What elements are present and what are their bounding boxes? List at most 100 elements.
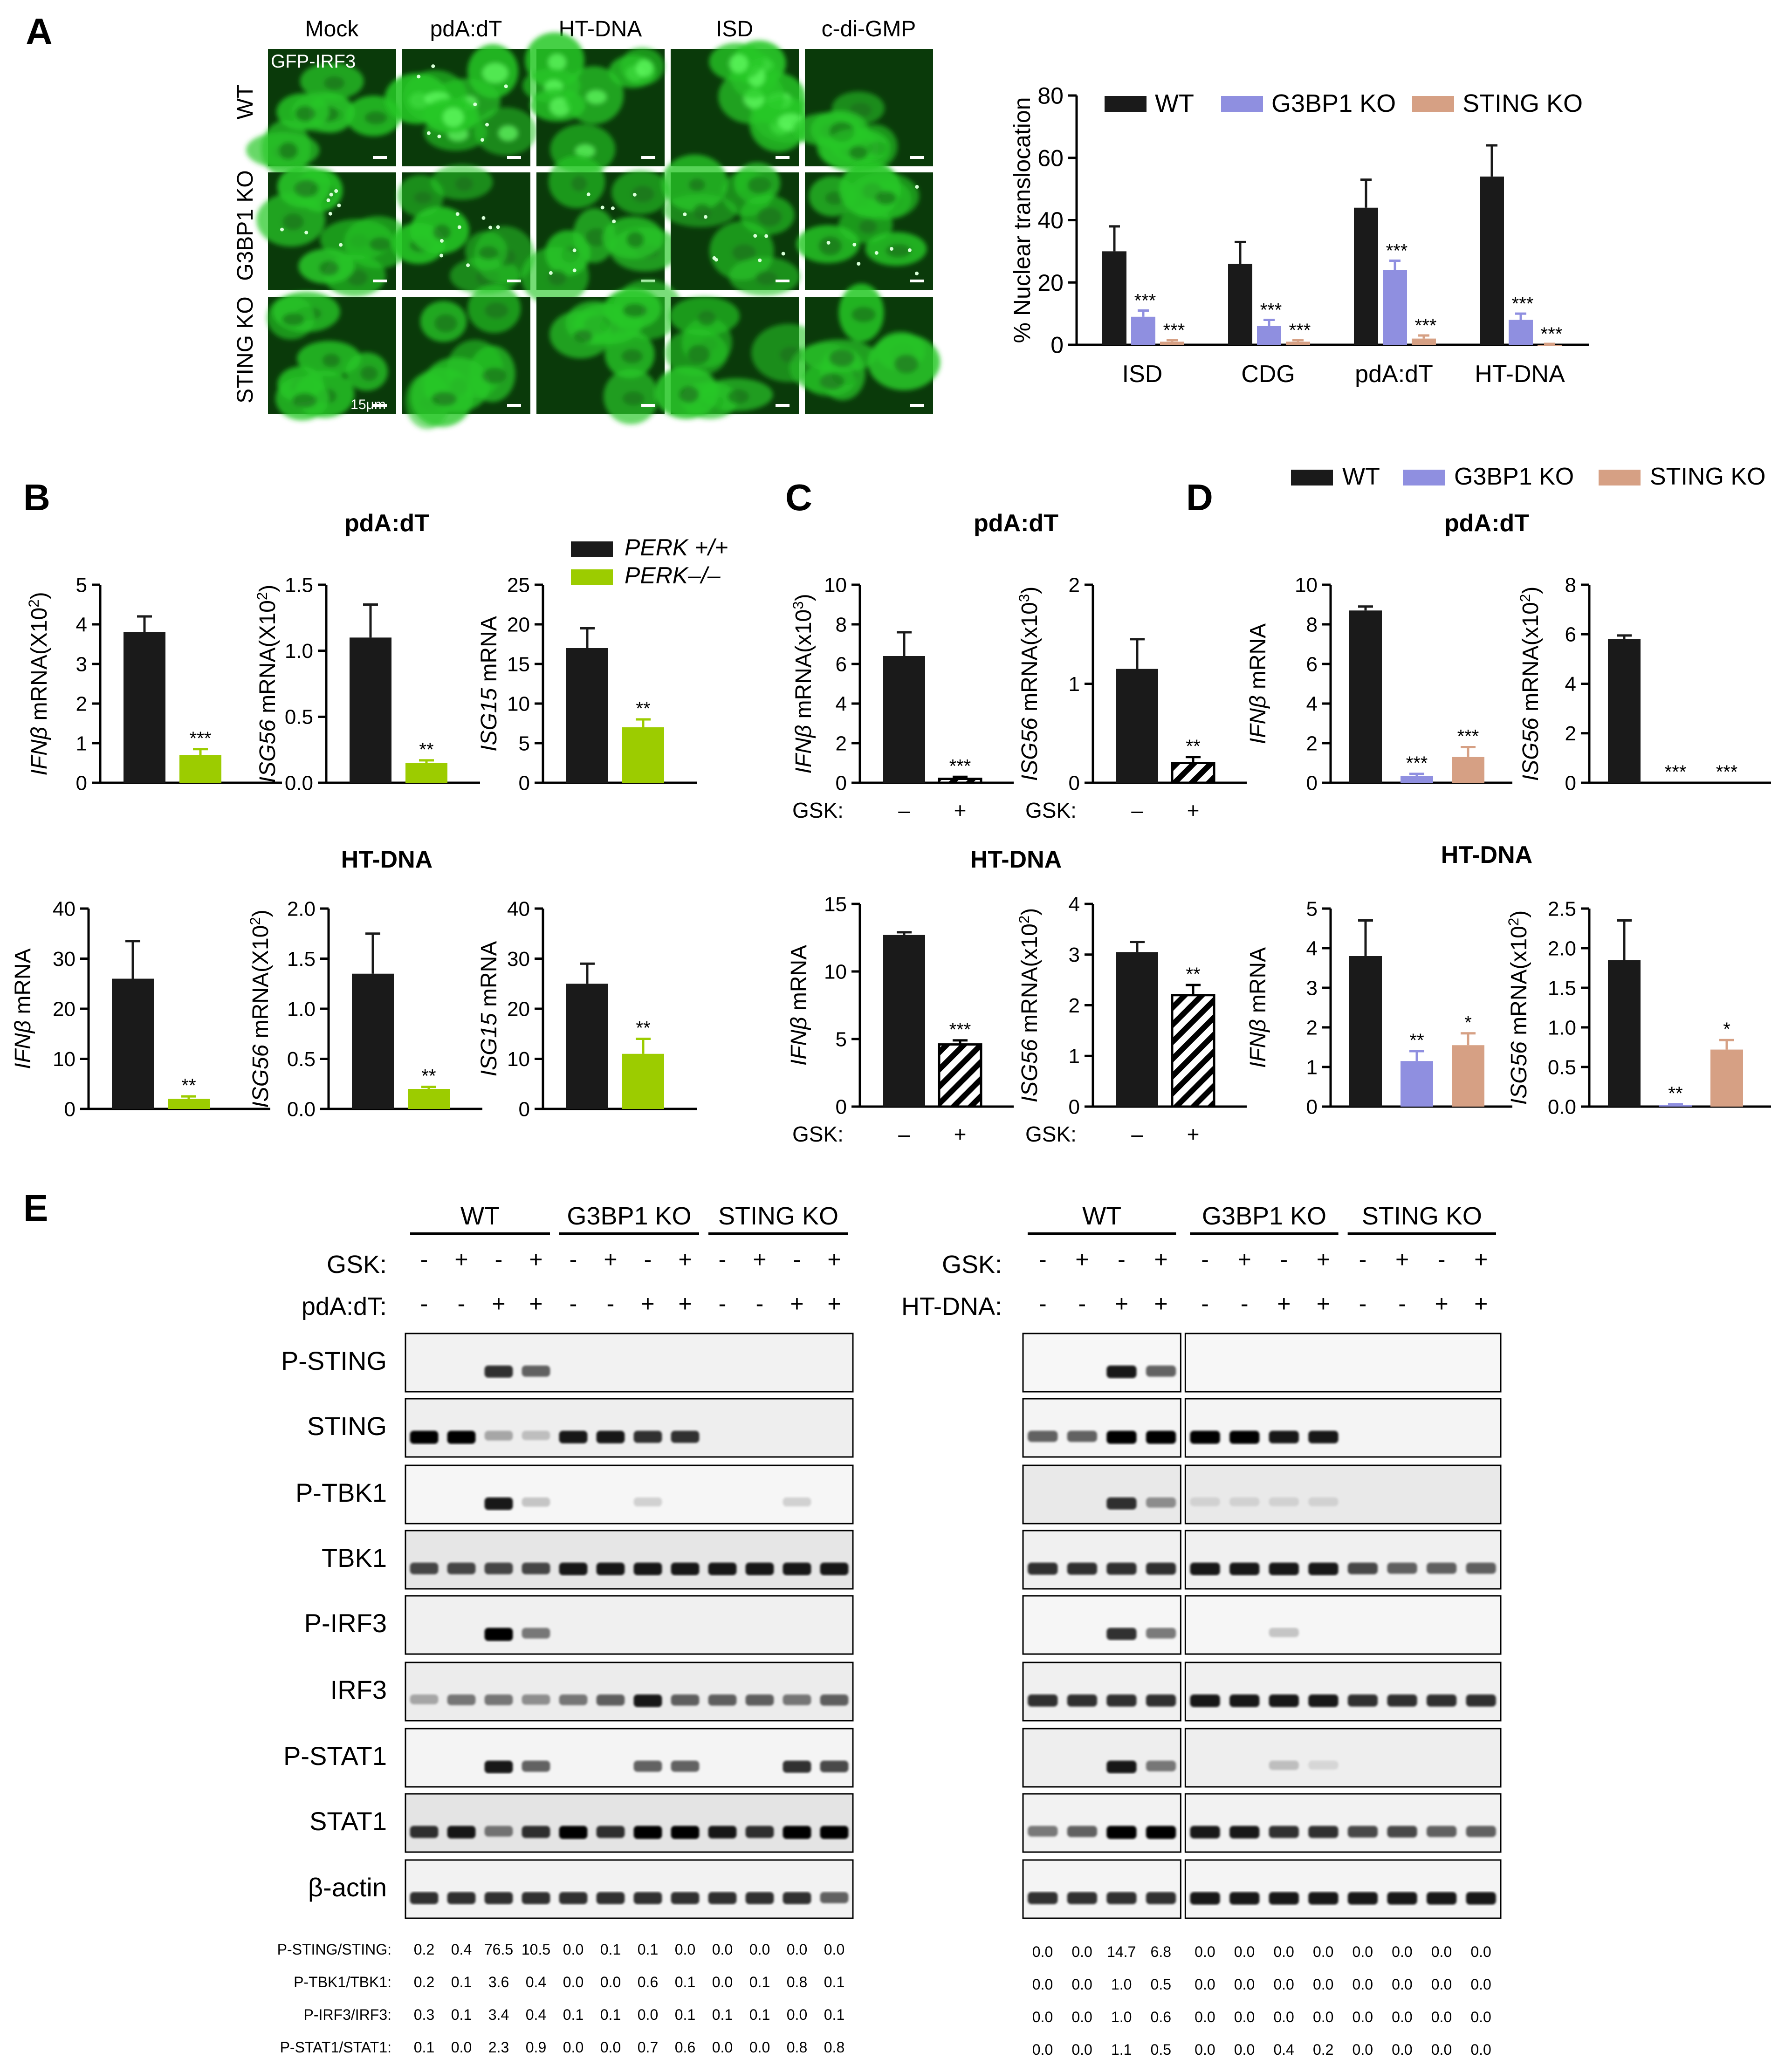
quant-value: 0.1 <box>824 2006 845 2023</box>
significance-label: *** <box>1406 753 1428 773</box>
micro-granule <box>758 258 762 262</box>
y-tick-label: 3 <box>76 653 87 676</box>
bar <box>112 978 154 1109</box>
x-category-label: pdA:dT <box>1355 361 1433 388</box>
bar <box>408 1089 450 1109</box>
quant-value: 0.0 <box>1195 2009 1215 2025</box>
quant-value: 0.0 <box>749 2039 770 2056</box>
blot-band <box>1028 1892 1058 1904</box>
blot-treat-sign: - <box>1201 1291 1209 1317</box>
y-tick-label: 0 <box>836 1095 847 1118</box>
blot-protein-label: P-IRF3 <box>304 1608 387 1638</box>
blot-frame <box>405 1859 854 1919</box>
micro-granule <box>417 75 421 79</box>
blot-protein-label: P-STAT1 <box>283 1741 387 1771</box>
micro-nucleus <box>360 366 378 382</box>
micro-column-label: ISD <box>716 17 753 41</box>
legend-label: G3BP1 KO <box>1454 463 1574 490</box>
quant-value: 0.7 <box>638 2039 658 2056</box>
blot-group-label: STING KO <box>718 1202 838 1230</box>
quant-value: 0.1 <box>600 1941 621 1958</box>
legend-swatch <box>571 541 613 557</box>
blot-bands <box>1106 1760 1339 1773</box>
blot-band <box>1347 1562 1378 1574</box>
bar-group: *** <box>1659 762 1692 783</box>
bar-group: * <box>1452 1012 1484 1107</box>
bar-group: *** <box>179 728 221 783</box>
y-axis-label: IFNβ mRNA <box>11 948 35 1069</box>
blot-band <box>1229 1562 1260 1575</box>
blot-band <box>1067 1826 1098 1837</box>
quant-value: 0.0 <box>1313 1943 1333 1960</box>
bar <box>1160 342 1184 345</box>
blot-band <box>1308 1430 1339 1443</box>
micro-granule <box>329 192 333 197</box>
bar <box>1538 345 1562 346</box>
quant-value: 0.6 <box>675 2039 695 2056</box>
quant-value: 0.1 <box>563 2006 584 2023</box>
chart-D-pda-ifnb: 0 2 4 6 8 10 *** *** IFNβ mRNA <box>1246 574 1512 794</box>
western-blots: P-STING STING P-TBK1 TBK1 P-IRF3 IRF3 P-STAT1 S… <box>277 1202 1502 2058</box>
blot-gsk-sign: + <box>1474 1246 1488 1272</box>
y-tick-label: 2.5 <box>1548 897 1576 920</box>
bar-group <box>124 615 165 783</box>
y-tick-label: 10 <box>824 960 847 983</box>
quant-value: 0.8 <box>787 2039 807 2056</box>
y-tick-label: 2 <box>1565 722 1576 745</box>
significance-label: *** <box>1134 290 1156 311</box>
micro-nucleus <box>729 54 748 73</box>
quant-value: 0.1 <box>712 2006 733 2023</box>
blot-band <box>1347 1892 1378 1905</box>
y-axis-label: IFNβ mRNA <box>1246 623 1270 744</box>
blot-band <box>783 1562 811 1575</box>
blot-band <box>522 1826 550 1838</box>
blot-band <box>484 1430 513 1441</box>
y-axis-label: ISG56 mRNA(x103) <box>1016 587 1042 781</box>
micro-nucleus <box>322 353 341 368</box>
gsk-label: GSK: <box>792 798 844 822</box>
blot-band <box>1229 1694 1260 1707</box>
blot-frame <box>405 1728 854 1788</box>
blot-treat-sign: + <box>492 1291 505 1317</box>
blot-band <box>1190 1562 1220 1575</box>
bar <box>622 727 664 783</box>
blot-left-header: WT G3BP1 KO STING KO- + - + - + - + - + - +- - + + - - + + - -… <box>410 1202 848 1317</box>
y-tick-label: 0 <box>1069 772 1080 794</box>
y-tick-label: 4 <box>1306 937 1318 960</box>
significance-label: *** <box>1386 240 1408 261</box>
blot-band <box>1269 1826 1299 1838</box>
quant-value: 0.0 <box>1470 2009 1491 2025</box>
panel-letter-a: A <box>26 11 53 52</box>
blot-band <box>1067 1562 1098 1575</box>
micro-scalebar <box>910 280 924 282</box>
micro-nucleus <box>478 246 499 260</box>
micro-cells <box>522 32 665 175</box>
quant-value: 0.0 <box>1071 1976 1092 1993</box>
bar <box>566 984 608 1109</box>
gsk-minus: – <box>1131 1122 1143 1146</box>
significance-label: *** <box>1163 320 1185 341</box>
blot-band <box>1146 1628 1176 1639</box>
blot-band <box>447 1892 476 1904</box>
micro-stain-label: GFP-IRF3 <box>271 51 356 72</box>
blot-right-header: WT G3BP1 KO STING KO - + - + - + - + - + - + - - + + - - + + - -… <box>1028 1202 1496 1317</box>
blot-band <box>1106 1760 1137 1773</box>
quant-value: 0.4 <box>1273 2041 1294 2058</box>
micro-nucleus <box>679 386 699 403</box>
chart-C-pda-isg56: 0 1 2 ** ISG56 mRNA(x103) GSK: – + <box>1016 574 1247 822</box>
blot-band <box>522 1430 550 1440</box>
blot-treat-sign: + <box>1474 1291 1488 1317</box>
micro-column-label: HT-DNA <box>559 17 642 41</box>
blot-band <box>1347 1826 1378 1838</box>
blot-bands <box>1028 1562 1496 1575</box>
y-tick-label: 1.0 <box>1548 1016 1576 1039</box>
micro-nucleus <box>636 59 653 77</box>
blot-row-label-treat: pdA:dT: <box>302 1292 387 1320</box>
y-tick-label: 1 <box>76 732 87 755</box>
micro-nucleus <box>369 237 392 252</box>
micro-row-label: STING KO <box>233 296 258 403</box>
quant-value: 0.0 <box>1392 2041 1412 2058</box>
legend-label: WT <box>1155 89 1194 117</box>
micro-nucleus <box>688 178 706 191</box>
y-tick-label: 5 <box>519 732 530 755</box>
